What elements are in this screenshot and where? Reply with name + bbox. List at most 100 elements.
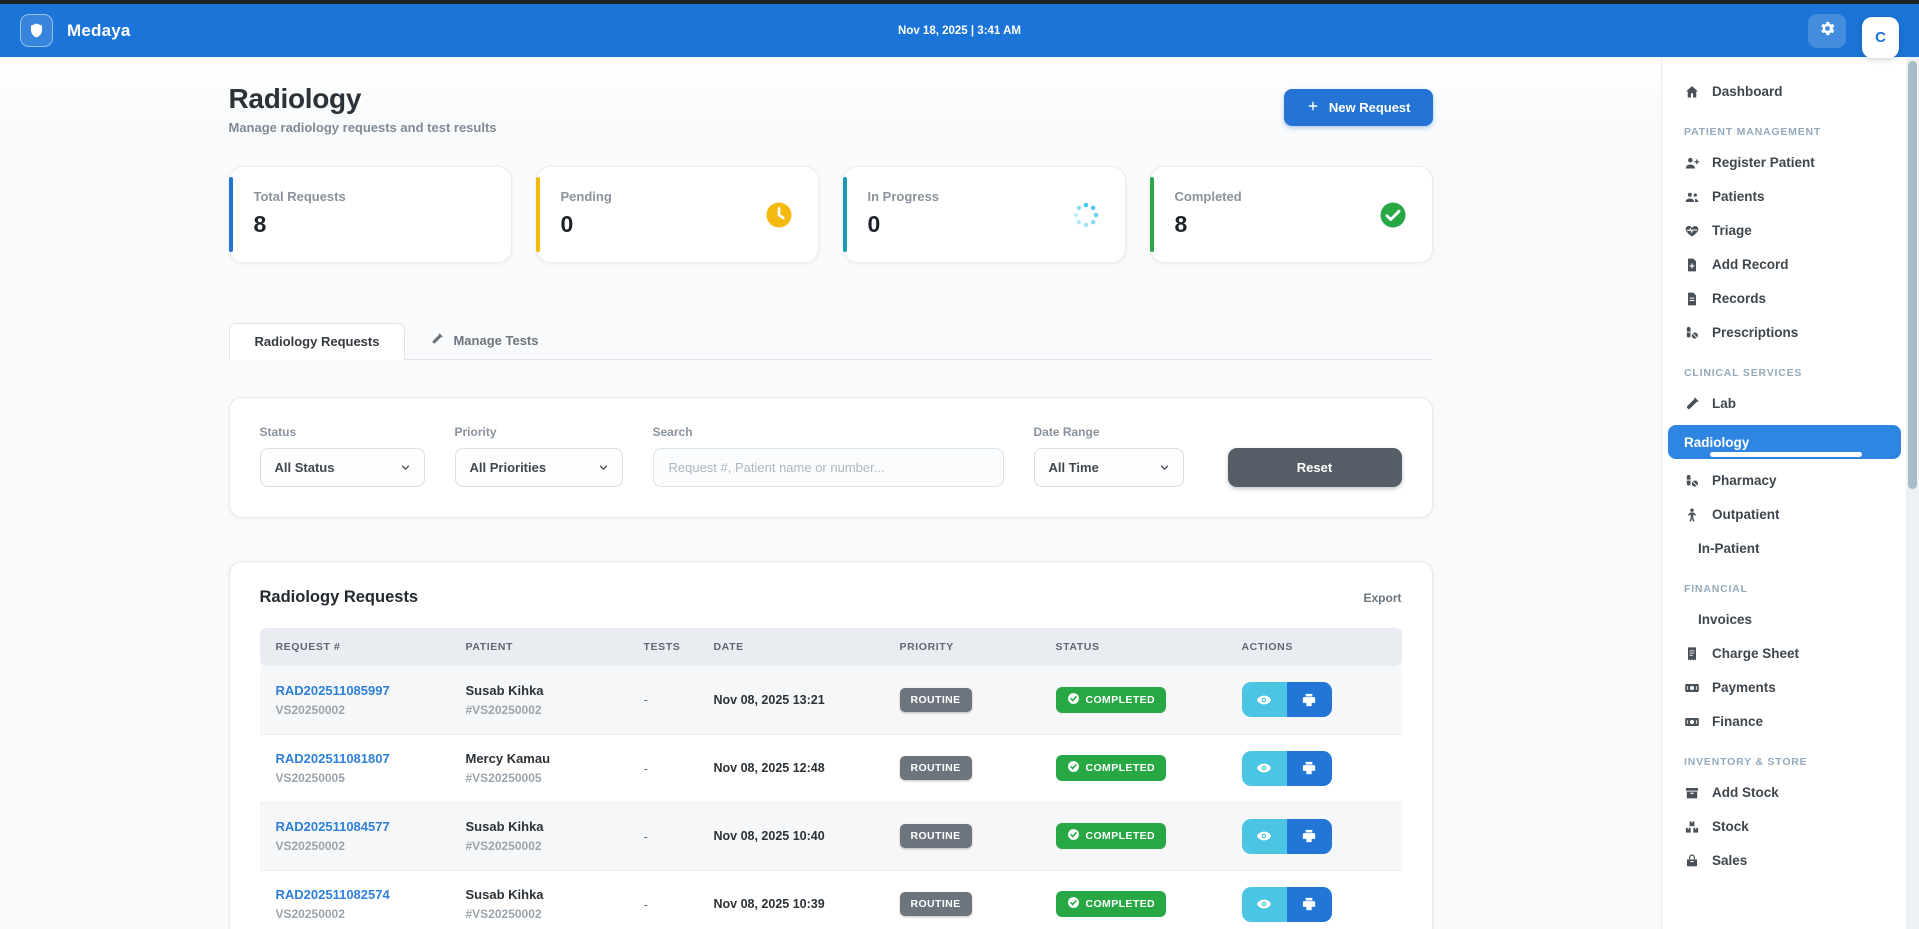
sidebar-item-patients[interactable]: Patients	[1662, 181, 1906, 212]
sidebar-item-in-patient[interactable]: In-Patient	[1662, 533, 1906, 564]
print-request-button[interactable]	[1286, 682, 1332, 718]
status-badge-label: COMPLETED	[1085, 830, 1156, 842]
tests-cell: -	[627, 802, 698, 871]
stat-card-total-requests: Total Requests 8	[228, 166, 512, 263]
sidebar-item-add-record[interactable]: Add Record	[1662, 249, 1906, 280]
top-dark-strip	[0, 0, 1919, 4]
patient-number: #VS20250002	[465, 702, 542, 717]
scrollbar-thumb[interactable]	[1908, 61, 1917, 489]
reset-button[interactable]: Reset	[1227, 448, 1402, 487]
sidebar-item-stock[interactable]: Stock	[1662, 811, 1906, 842]
status-filter-label: Status	[259, 425, 297, 439]
stat-accent-bar	[1149, 177, 1154, 252]
priority-filter-label: Priority	[454, 425, 497, 439]
priority-select-value: All Priorities	[469, 460, 547, 475]
status-select-value: All Status	[274, 460, 335, 475]
request-number-link[interactable]: RAD202511085997	[275, 682, 390, 698]
status-badge: COMPLETED	[1055, 686, 1167, 713]
requests-table: REQUEST # PATIENT TESTS DATE PRIORITY STATUS A…	[259, 628, 1402, 929]
check-circle-icon	[1378, 200, 1408, 230]
status-badge-label: COMPLETED	[1085, 762, 1156, 774]
sidebar-item-finance[interactable]: Finance	[1662, 706, 1906, 737]
sidebar-item-label: Prescriptions	[1712, 325, 1799, 340]
top-bar: Medaya Nov 18, 2025 | 3:41 AM C	[0, 4, 1919, 58]
print-request-button[interactable]	[1286, 750, 1332, 786]
settings-button[interactable]	[1808, 13, 1846, 48]
badge-check-icon	[1067, 828, 1080, 844]
sidebar-item-lab[interactable]: Lab	[1662, 388, 1906, 419]
person-icon	[1684, 507, 1700, 523]
patient-name: Susab Kihka	[465, 887, 544, 902]
chevron-down-icon	[597, 461, 610, 474]
tab-manage-tests[interactable]: Manage Tests	[405, 322, 563, 359]
date-range-select[interactable]: All Time	[1033, 448, 1184, 487]
search-input[interactable]	[652, 448, 1004, 487]
badge-check-icon	[1067, 692, 1080, 708]
row-actions	[1241, 682, 1402, 718]
request-number-link[interactable]: RAD202511082574	[275, 887, 390, 902]
sidebar-item-register-patient[interactable]: Register Patient	[1662, 147, 1906, 178]
stat-value: 0	[560, 211, 574, 237]
sidebar-section-patient-management: PATIENT MANAGEMENT	[1684, 126, 1822, 138]
badge-check-icon	[1067, 760, 1080, 776]
sidebar-item-add-stock[interactable]: Add Stock	[1662, 777, 1906, 808]
priority-select[interactable]: All Priorities	[454, 448, 623, 487]
stat-label: Completed	[1174, 189, 1242, 204]
sidebar-item-records[interactable]: Records	[1662, 283, 1906, 314]
tab-radiology-requests[interactable]: Radiology Requests	[228, 323, 406, 360]
column-header-status: STATUS	[1039, 628, 1226, 666]
test-tube-icon	[1684, 396, 1700, 412]
table-row: RAD202511082574 VS20250002 Susab Kihka #VS2…	[259, 870, 1402, 929]
status-badge-label: COMPLETED	[1085, 898, 1156, 910]
sales-icon	[1684, 853, 1700, 869]
new-request-button[interactable]: New Request	[1283, 89, 1433, 126]
sidebar-item-label: Patients	[1712, 189, 1765, 204]
plus-icon	[1306, 99, 1320, 116]
avatar[interactable]: C	[1862, 17, 1899, 58]
stat-label: Total Requests	[253, 189, 346, 204]
sidebar-item-triage[interactable]: Triage	[1662, 215, 1906, 246]
sidebar-item-label: Add Stock	[1712, 785, 1779, 800]
row-actions	[1241, 886, 1402, 922]
sidebar-item-outpatient[interactable]: Outpatient	[1662, 499, 1906, 530]
table-title: Radiology Requests	[259, 588, 419, 606]
sidebar-item-sales[interactable]: Sales	[1662, 845, 1906, 876]
column-header-priority: PRIORITY	[883, 628, 1040, 666]
view-request-button[interactable]	[1241, 886, 1287, 922]
column-header-date: DATE	[697, 628, 884, 666]
priority-badge: ROUTINE	[899, 756, 972, 780]
visit-number: VS20250002	[275, 702, 345, 717]
tests-cell: -	[627, 870, 698, 929]
sidebar-item-label: Stock	[1712, 819, 1749, 834]
status-select[interactable]: All Status	[259, 448, 425, 487]
sidebar-item-dashboard[interactable]: Dashboard	[1662, 76, 1906, 107]
users-icon	[1684, 189, 1700, 205]
print-request-button[interactable]	[1286, 886, 1332, 922]
status-badge: COMPLETED	[1055, 823, 1167, 849]
request-number-link[interactable]: RAD202511084577	[275, 819, 390, 834]
tab-bar: Radiology Requests Manage Tests	[228, 322, 1433, 360]
sidebar-item-label: Triage	[1712, 223, 1752, 238]
sidebar-item-prescriptions[interactable]: Prescriptions	[1662, 317, 1906, 348]
priority-badge: ROUTINE	[899, 687, 972, 712]
column-header-tests: TESTS	[627, 628, 698, 666]
sidebar-item-pharmacy[interactable]: Pharmacy	[1662, 465, 1906, 496]
view-request-button[interactable]	[1241, 818, 1287, 854]
view-request-button[interactable]	[1241, 750, 1287, 786]
brand-name: Medaya	[67, 20, 131, 40]
sidebar-item-label: Dashboard	[1712, 84, 1783, 99]
test-tube-icon	[430, 332, 444, 349]
view-request-button[interactable]	[1241, 682, 1287, 718]
sidebar-item-payments[interactable]: Payments	[1662, 672, 1906, 703]
badge-check-icon	[1067, 896, 1080, 912]
sidebar-item-charge-sheet[interactable]: Charge Sheet	[1662, 638, 1906, 669]
sidebar-item-label: Finance	[1712, 714, 1764, 729]
boxes-icon	[1684, 819, 1700, 835]
datetime-label: Nov 18, 2025 | 3:41 AM	[898, 24, 1021, 37]
export-link[interactable]: Export	[1363, 590, 1402, 605]
print-request-button[interactable]	[1286, 818, 1332, 854]
sidebar-item-invoices[interactable]: Invoices	[1662, 604, 1906, 635]
sidebar-item-radiology[interactable]: Radiology	[1668, 425, 1901, 459]
request-number-link[interactable]: RAD202511081807	[275, 751, 390, 766]
patient-number: #VS20250002	[465, 839, 542, 853]
